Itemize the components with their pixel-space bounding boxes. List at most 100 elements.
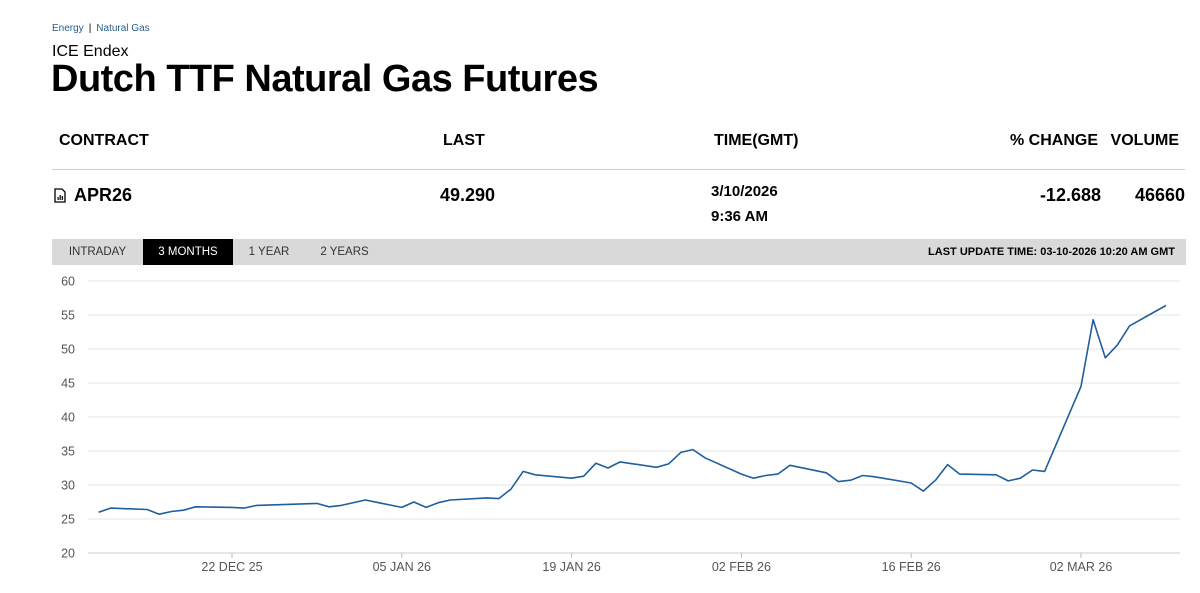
data-point[interactable] (483, 494, 491, 502)
data-point[interactable] (155, 510, 163, 518)
data-point[interactable] (252, 501, 260, 509)
last-price: 49.290 (440, 185, 496, 205)
data-point[interactable] (604, 464, 612, 472)
data-point[interactable] (495, 495, 503, 503)
y-tick-label: 40 (61, 411, 75, 425)
data-point[interactable] (592, 459, 600, 467)
y-tick-label: 45 (61, 377, 75, 391)
data-point[interactable] (240, 504, 248, 512)
data-point[interactable] (568, 474, 576, 482)
x-tick-label: 05 JAN 26 (373, 560, 431, 574)
data-point[interactable] (1004, 477, 1012, 485)
data-point[interactable] (665, 460, 673, 468)
data-point[interactable] (1016, 474, 1024, 482)
data-point[interactable] (1101, 354, 1109, 362)
x-tick-label: 02 FEB 26 (712, 560, 771, 574)
data-point[interactable] (616, 458, 624, 466)
y-tick-label: 20 (61, 547, 75, 561)
x-tick-label: 22 DEC 25 (201, 560, 262, 574)
y-tick-label: 50 (61, 343, 75, 357)
data-point[interactable] (1113, 341, 1121, 349)
data-point[interactable] (871, 473, 879, 481)
data-point[interactable] (398, 503, 406, 511)
data-point[interactable] (786, 461, 794, 469)
data-point[interactable] (580, 472, 588, 480)
data-point[interactable] (434, 499, 442, 507)
data-point[interactable] (325, 503, 333, 511)
price-series-line[interactable] (98, 304, 1167, 516)
trade-time: 9:36 AM (711, 208, 768, 225)
tab-2-years[interactable]: 2 YEARS (320, 246, 369, 258)
y-tick-label: 60 (61, 275, 75, 289)
last-update-time: LAST UPDATE TIME: 03-10-2026 10:20 AM GM… (928, 246, 1175, 258)
data-point[interactable] (337, 501, 345, 509)
data-point[interactable] (1089, 316, 1097, 324)
exchange-name: ICE Endex (52, 43, 129, 60)
data-point[interactable] (361, 496, 369, 504)
data-point[interactable] (179, 506, 187, 514)
header-contract: CONTRACT (59, 132, 149, 149)
data-point[interactable] (956, 470, 964, 478)
data-point[interactable] (192, 503, 200, 511)
y-tick-label: 30 (61, 479, 75, 493)
data-point[interactable] (750, 474, 758, 482)
data-point[interactable] (410, 498, 418, 506)
data-point[interactable] (944, 461, 952, 469)
breadcrumb-link-energy[interactable]: Energy (52, 23, 84, 34)
data-point[interactable] (847, 476, 855, 484)
data-point[interactable] (1041, 467, 1049, 475)
x-tick-label: 16 FEB 26 (882, 560, 941, 574)
data-point[interactable] (701, 454, 709, 462)
tab-intraday[interactable]: INTRADAY (68, 246, 127, 258)
data-point[interactable] (992, 471, 1000, 479)
data-point[interactable] (774, 470, 782, 478)
x-tick-label: 02 MAR 26 (1050, 560, 1113, 574)
header-time: TIME(GMT) (714, 132, 799, 149)
data-point[interactable] (919, 487, 927, 495)
data-point[interactable] (859, 471, 867, 479)
header-last: LAST (443, 132, 485, 149)
data-point[interactable] (228, 503, 236, 511)
data-point[interactable] (931, 476, 939, 484)
tab-3-months[interactable]: 3 MONTHS (143, 239, 233, 265)
data-point[interactable] (531, 471, 539, 479)
contract-name[interactable]: APR26 (74, 185, 133, 205)
y-tick-label: 35 (61, 445, 75, 459)
data-point[interactable] (1126, 322, 1134, 330)
header-percent-change: % CHANGE (1009, 132, 1098, 149)
breadcrumb-link-natural-gas[interactable]: Natural Gas (96, 23, 150, 34)
page-title: Dutch TTF Natural Gas Futures (51, 58, 599, 100)
data-point[interactable] (834, 478, 842, 486)
x-tick-label: 19 JAN 26 (542, 560, 600, 574)
data-point[interactable] (689, 446, 697, 454)
breadcrumb-separator: | (88, 23, 92, 34)
data-point[interactable] (677, 448, 685, 456)
data-point[interactable] (1162, 301, 1170, 309)
data-point[interactable] (167, 508, 175, 516)
data-point[interactable] (507, 485, 515, 493)
chart-range-toolbar: INTRADAY 3 MONTHS 1 YEAR 2 YEARS LAST UP… (52, 239, 1186, 265)
y-tick-label: 55 (61, 309, 75, 323)
data-point[interactable] (737, 470, 745, 478)
chart-document-icon[interactable] (54, 188, 66, 203)
data-point[interactable] (143, 505, 151, 513)
data-point[interactable] (313, 499, 321, 507)
data-point[interactable] (653, 463, 661, 471)
volume-value: 46660 (1134, 185, 1185, 205)
data-point[interactable] (422, 503, 430, 511)
data-point[interactable] (762, 471, 770, 479)
data-point[interactable] (107, 504, 115, 512)
trade-date: 3/10/2026 (711, 183, 778, 200)
breadcrumb: Energy | Natural Gas (52, 23, 150, 34)
data-point[interactable] (1077, 382, 1085, 390)
y-tick-label: 25 (61, 513, 75, 527)
data-point[interactable] (822, 469, 830, 477)
data-point[interactable] (519, 467, 527, 475)
header-volume: VOLUME (1110, 132, 1179, 149)
tab-1-year[interactable]: 1 YEAR (248, 246, 290, 258)
data-point[interactable] (907, 479, 915, 487)
data-point[interactable] (446, 496, 454, 504)
data-point[interactable] (1028, 466, 1036, 474)
data-point[interactable] (95, 508, 103, 516)
